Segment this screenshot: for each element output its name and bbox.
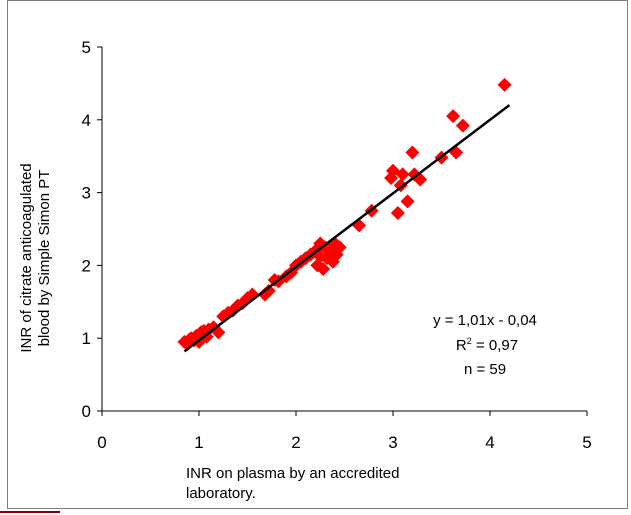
y-tick-label: 0 — [82, 402, 91, 421]
y-tick-label: 5 — [82, 38, 91, 57]
data-point — [313, 249, 328, 264]
data-point — [332, 240, 347, 255]
data-point — [395, 167, 410, 182]
axes — [97, 46, 588, 416]
data-point — [497, 77, 512, 92]
data-point — [400, 194, 415, 209]
x-tick-label: 2 — [291, 433, 300, 452]
x-tick-label: 5 — [582, 433, 591, 452]
regression-line — [183, 104, 511, 353]
x-tick-label: 3 — [388, 433, 397, 452]
data-point — [261, 283, 276, 298]
sample-size-label: n = 59 — [464, 361, 506, 378]
y-tick-label: 3 — [82, 184, 91, 203]
data-point — [449, 145, 464, 160]
data-point — [446, 109, 461, 124]
y-axis-title-line-2: blood by Simple Simon PT — [36, 170, 53, 347]
regression-equation: y = 1,01x - 0,04 — [433, 312, 537, 329]
data-point — [390, 205, 405, 220]
y-tick-labels: 0 1 2 3 4 5 — [82, 38, 91, 421]
x-tick-label: 0 — [97, 433, 106, 452]
y-tick-label: 1 — [82, 329, 91, 348]
data-point — [405, 145, 420, 160]
data-point — [316, 262, 331, 277]
data-point — [455, 118, 470, 133]
r-squared-superscript: 2 — [467, 336, 472, 346]
y-tick-label: 4 — [82, 111, 91, 130]
x-tick-labels: 0 1 2 3 4 5 — [97, 433, 591, 452]
r-squared-label: R2 = 0,97 — [456, 336, 518, 354]
r-squared-prefix: R — [456, 337, 467, 354]
x-tick-label: 1 — [194, 433, 203, 452]
x-axis-title-line-2: laboratory. — [186, 485, 256, 502]
data-points — [177, 77, 512, 352]
x-axis-title-line-1: INR on plasma by an accredited — [186, 465, 399, 482]
x-tick-label: 4 — [485, 433, 494, 452]
y-axis-title-line-1: INR of citrate anticoagulated — [18, 163, 35, 352]
y-tick-label: 2 — [82, 256, 91, 275]
r-squared-value: = 0,97 — [472, 337, 518, 354]
